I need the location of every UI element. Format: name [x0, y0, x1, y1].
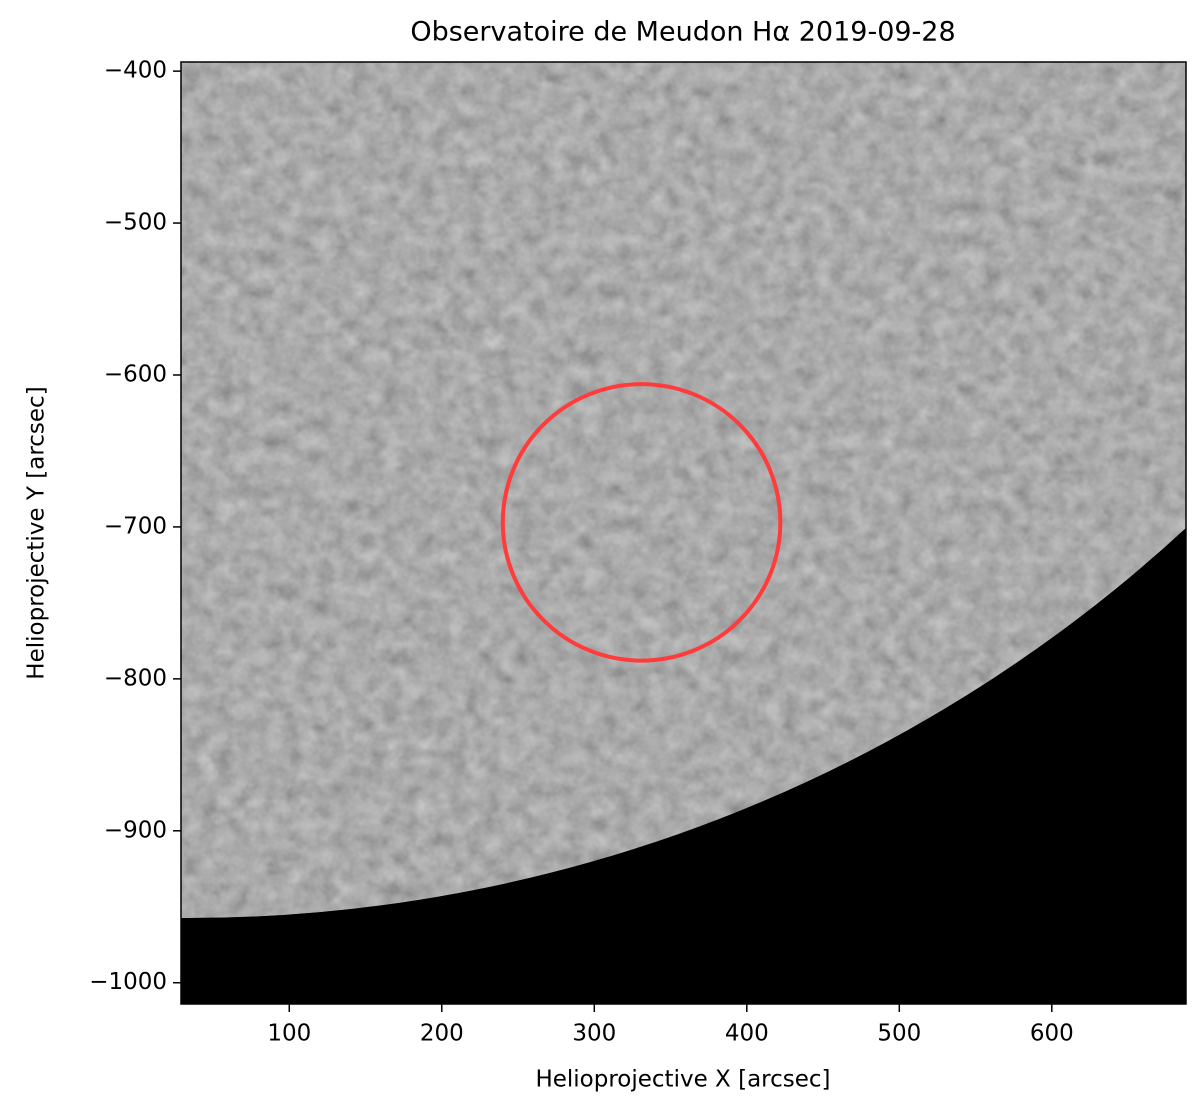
y-tick-label: −400	[104, 58, 167, 84]
y-axis-label: Helioprojective Y [arcsec]	[24, 386, 50, 679]
x-axis-label: Helioprojective X [arcsec]	[535, 1067, 830, 1093]
y-tick-label: −900	[104, 817, 167, 843]
x-tick-label: 500	[877, 1021, 921, 1047]
axes-frame	[180, 61, 1187, 1005]
chart-title: Observatoire de Meudon Hα 2019-09-28	[410, 17, 955, 48]
y-tick-label: −1000	[89, 969, 167, 995]
y-tick-label: −600	[104, 361, 167, 387]
annotation-circle	[500, 382, 783, 663]
x-tick-label: 400	[725, 1021, 769, 1047]
y-tick-label: −700	[104, 513, 167, 539]
x-tick-label: 600	[1030, 1021, 1074, 1047]
x-tick-label: 300	[572, 1021, 616, 1047]
x-tick-label: 200	[420, 1021, 464, 1047]
y-tick-label: −500	[104, 210, 167, 236]
x-tick-label: 100	[267, 1021, 311, 1047]
y-tick-label: −800	[104, 665, 167, 691]
solar-disk	[181, 62, 1186, 919]
